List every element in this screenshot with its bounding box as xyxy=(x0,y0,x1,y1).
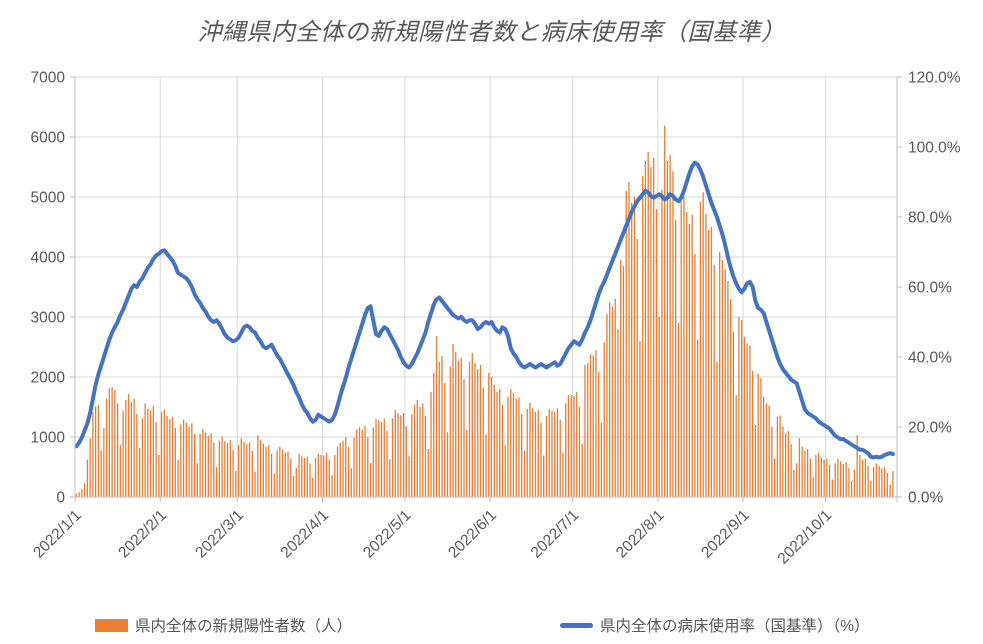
legend-label-cases: 県内全体の新規陽性者数（人） xyxy=(135,618,353,635)
right-axis-label: 40.0% xyxy=(908,350,952,367)
right-axis-label: 60.0% xyxy=(908,280,952,297)
left-axis-label: 2000 xyxy=(31,370,66,387)
left-axis-label: 6000 xyxy=(31,130,66,147)
x-axis-label: 2022/6/1 xyxy=(445,507,500,562)
legend-label-rate: 県内全体の病床使用率（国基準）（%） xyxy=(600,618,870,635)
x-axis-label: 2022/3/1 xyxy=(192,507,247,562)
right-axis-label: 120.0% xyxy=(908,70,961,87)
left-axis-label: 1000 xyxy=(31,430,66,447)
x-axis-label: 2022/4/1 xyxy=(278,507,333,562)
left-axis-label: 3000 xyxy=(31,310,66,327)
right-axis-label: 0.0% xyxy=(908,490,944,507)
legend-item-cases: 県内全体の新規陽性者数（人） xyxy=(95,612,352,638)
legend-bar-swatch xyxy=(95,618,128,632)
right-axis-label: 100.0% xyxy=(908,140,961,157)
x-axis-label: 2022/9/1 xyxy=(698,507,753,562)
legend-line-swatch xyxy=(560,622,593,628)
x-axis-label: 2022/2/1 xyxy=(115,507,170,562)
x-axis-label: 2022/10/1 xyxy=(775,507,836,568)
legend-item-rate: 県内全体の病床使用率（国基準）（%） xyxy=(560,612,870,638)
x-axis-label: 2022/8/1 xyxy=(613,507,668,562)
left-axis-label: 4000 xyxy=(31,250,66,267)
cases-bars xyxy=(75,125,894,497)
x-axis-label: 2022/1/1 xyxy=(30,507,85,562)
left-axis-label: 5000 xyxy=(31,190,66,207)
right-axis-label: 80.0% xyxy=(908,210,952,227)
x-axis-label: 2022/7/1 xyxy=(528,507,583,562)
right-axis-label: 20.0% xyxy=(908,420,952,437)
left-axis-label: 0 xyxy=(56,490,65,507)
x-axis-label: 2022/5/1 xyxy=(360,507,415,562)
bed-usage-line xyxy=(74,160,895,460)
left-axis-label: 7000 xyxy=(31,70,66,87)
chart-title: 沖縄県内全体の新規陽性者数と病床使用率（国基準） xyxy=(197,19,786,46)
